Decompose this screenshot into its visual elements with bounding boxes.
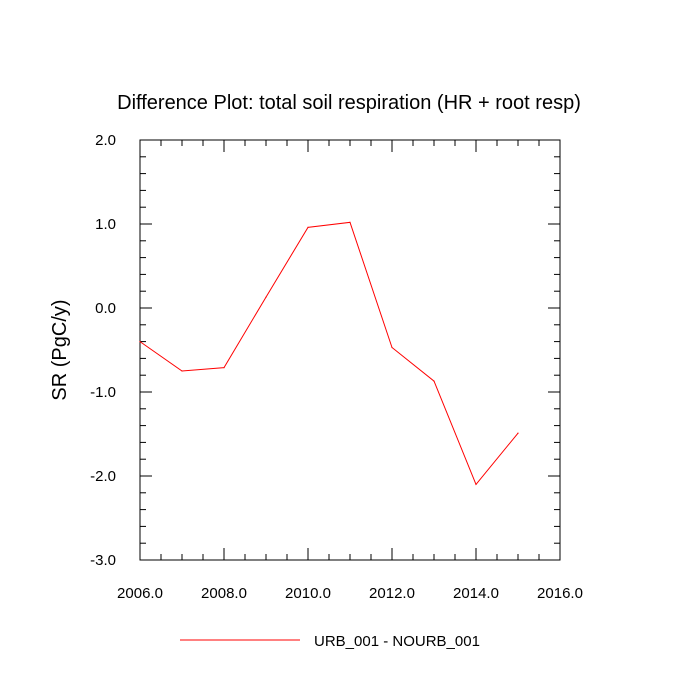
x-tick-label: 2010.0 xyxy=(285,585,331,602)
x-tick-label: 2016.0 xyxy=(537,585,583,602)
legend-label: URB_001 - NOURB_001 xyxy=(314,633,480,650)
data-point xyxy=(265,296,267,298)
data-point xyxy=(139,341,141,343)
chart-title: Difference Plot: total soil respiration … xyxy=(117,92,581,114)
y-axis-label: SR (PgC/y) xyxy=(49,299,71,400)
data-point xyxy=(391,346,393,349)
data-point xyxy=(349,221,351,223)
legend: URB_001 - NOURB_001 xyxy=(180,633,480,650)
y-tick-label: -1.0 xyxy=(90,384,116,401)
data-point xyxy=(475,483,477,485)
x-tick-label: 2006.0 xyxy=(117,585,163,602)
x-tick-label: 2008.0 xyxy=(201,585,247,602)
series-line xyxy=(139,221,519,486)
plot-frame xyxy=(139,139,561,561)
y-tick-label: 1.0 xyxy=(95,216,116,233)
y-tick-label: -2.0 xyxy=(90,468,116,485)
y-tick-label: -3.0 xyxy=(90,552,116,569)
data-point xyxy=(181,370,183,372)
data-point xyxy=(223,367,225,369)
plot-area: 2006.0 2008.0 2010.0 2012.0 2014.0 2016.0 -3.0… xyxy=(90,132,583,602)
y-tick-label: 0.0 xyxy=(95,300,116,317)
data-point xyxy=(517,432,519,434)
y-tick-label: 2.0 xyxy=(95,132,116,149)
data-point xyxy=(307,226,309,228)
x-tick-label: 2012.0 xyxy=(369,585,415,602)
data-point xyxy=(433,380,435,382)
x-tick-label: 2014.0 xyxy=(453,585,499,602)
